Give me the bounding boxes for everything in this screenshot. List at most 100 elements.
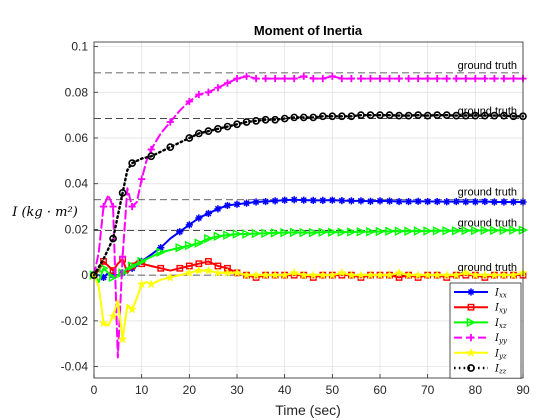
data-point [242,118,251,126]
data-point [147,145,155,154]
data-point [452,74,460,83]
data-point [490,111,499,120]
data-point [376,74,384,83]
data-point [289,268,299,277]
data-point [166,143,175,152]
data-point [289,227,300,238]
data-point [337,227,348,237]
data-point [405,197,413,206]
data-point [242,229,252,239]
axis-ticks: 0 10 20 30 40 50 60 70 80 90 -0.04 -0.02 0 0.02 0.04 0.… [61,40,530,397]
data-point [480,225,491,236]
data-point [346,270,357,280]
data-point [394,226,405,236]
data-point [404,111,413,120]
data-point [318,112,327,121]
data-point [185,97,193,106]
data-point [467,364,475,372]
x-tick-label: 80 [469,383,483,397]
data-point [405,74,413,83]
data-point [327,270,337,280]
data-point [280,270,290,280]
data-point [338,197,346,205]
ground-truth-label: ground truth [458,262,517,274]
data-point [223,122,232,131]
data-point [308,227,319,238]
data-point [357,197,365,205]
data-point [385,197,394,205]
data-point [490,198,498,206]
data-point [489,270,500,280]
data-point [461,111,470,120]
data-point [242,72,251,80]
ground-truth-label: ground truth [458,60,517,72]
data-point [251,228,262,239]
data-point [232,229,243,239]
data-point [403,270,414,280]
data-point [157,264,165,272]
data-point [347,74,355,83]
data-point [414,111,422,120]
data-point [338,74,346,83]
data-point [223,79,232,87]
y-tick-label: 0.06 [65,131,89,145]
series-line [92,113,525,277]
data-point [424,74,432,83]
data-point [461,225,471,236]
data-point [394,268,404,277]
data-point [499,270,509,280]
data-point [500,74,508,83]
data-point [271,115,279,124]
y-tick-label: 0.02 [65,222,89,236]
data-point [108,311,118,321]
plot-frame [93,41,524,379]
data-point [299,270,309,280]
data-point [433,74,441,83]
data-point [433,111,442,120]
data-point [185,240,195,251]
data-point [467,334,475,342]
data-point [328,72,336,80]
data-point [452,111,461,120]
x-tick-label: 60 [373,383,387,397]
data-point [252,198,260,206]
data-point [328,112,337,121]
data-point [442,111,451,120]
data-point [261,115,270,124]
data-point [262,74,270,83]
data-point [470,270,480,280]
data-point [99,273,108,282]
data-point [413,226,424,236]
chart-title: Moment of Inertia [254,23,363,38]
data-point [356,226,367,237]
data-point [176,264,184,272]
data-point [233,74,241,83]
data-point [251,270,261,280]
data-point [270,228,281,238]
data-point [471,198,479,206]
data-point [98,318,109,328]
data-point [146,279,156,289]
data-point [204,233,214,244]
data-point [127,261,138,271]
data-point [357,111,365,120]
data-point [432,226,443,236]
data-point [366,226,376,237]
data-point [214,205,222,213]
data-point [442,270,452,280]
data-point [376,197,384,205]
data-point [424,197,432,206]
data-point [300,196,308,204]
data-point [128,159,136,168]
series-Iyy [90,72,527,359]
data-point [280,114,289,123]
data-point [223,201,232,210]
y-tick-label: 0.08 [65,85,89,99]
data-point [461,268,471,277]
series-Ixz [89,225,529,283]
data-point [376,111,384,120]
data-point [299,227,309,238]
data-point [347,227,357,237]
data-point [319,196,327,204]
ground-truth-label: ground truth [458,218,517,230]
